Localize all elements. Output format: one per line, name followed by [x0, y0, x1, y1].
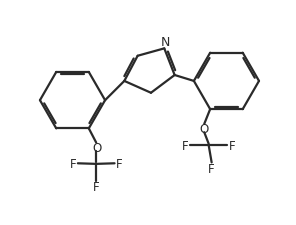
Text: F: F [229, 139, 235, 152]
Text: O: O [199, 123, 208, 136]
Text: F: F [182, 139, 189, 152]
Text: F: F [70, 157, 76, 170]
Text: F: F [93, 181, 99, 194]
Text: F: F [116, 157, 123, 170]
Text: O: O [92, 142, 102, 154]
Text: N: N [161, 36, 170, 49]
Text: F: F [208, 162, 215, 175]
